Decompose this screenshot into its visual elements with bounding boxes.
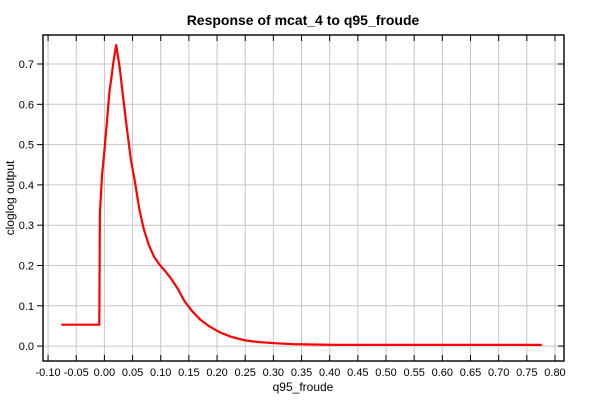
axes	[37, 34, 565, 362]
x-tick-label: 0.25	[234, 367, 255, 379]
x-tick-label: -0.10	[36, 367, 61, 379]
x-tick-label: 0.30	[263, 367, 284, 379]
y-tick-label: 0.6	[19, 99, 34, 111]
y-tick-label: 0.0	[19, 341, 34, 353]
x-tick-label: 0.05	[122, 367, 143, 379]
x-tick-label: 0.35	[291, 367, 312, 379]
x-tick-label: 0.15	[178, 367, 199, 379]
plot-border	[42, 34, 565, 362]
y-tick-label: 0.4	[19, 180, 34, 192]
series-layer	[61, 43, 543, 346]
x-tick-label: 0.50	[375, 367, 396, 379]
y-tick-label: 0.7	[19, 59, 34, 71]
x-tick-label: 0.40	[319, 367, 340, 379]
x-tick-label: 0.45	[347, 367, 368, 379]
x-tick-label: 0.60	[432, 367, 453, 379]
x-tick-label: 0.80	[544, 367, 565, 379]
x-tick-label: 0.20	[206, 367, 227, 379]
tick-labels: -0.10 -0.05 0.00 0.05 0.10 0.15 0.20 0.25 0.30 0.…	[19, 59, 566, 379]
y-tick-label: 0.3	[19, 220, 34, 232]
chart-title: Response of mcat_4 to q95_froude	[187, 12, 420, 28]
y-tick-label: 0.1	[19, 301, 34, 313]
y-tick-label: 0.5	[19, 140, 34, 152]
x-tick-label: -0.05	[64, 367, 89, 379]
response-curve	[61, 43, 543, 346]
x-tick-label: 0.70	[488, 367, 509, 379]
x-axis-label: q95_froude	[273, 380, 334, 394]
x-tick-label: 0.00	[94, 367, 115, 379]
x-tick-label: 0.10	[150, 367, 171, 379]
x-tick-label: 0.75	[516, 367, 537, 379]
x-tick-label: 0.55	[403, 367, 424, 379]
y-axis-label: cloglog output	[3, 160, 17, 235]
gridlines	[43, 35, 564, 361]
y-tick-label: 0.2	[19, 260, 34, 272]
x-tick-label: 0.65	[460, 367, 481, 379]
